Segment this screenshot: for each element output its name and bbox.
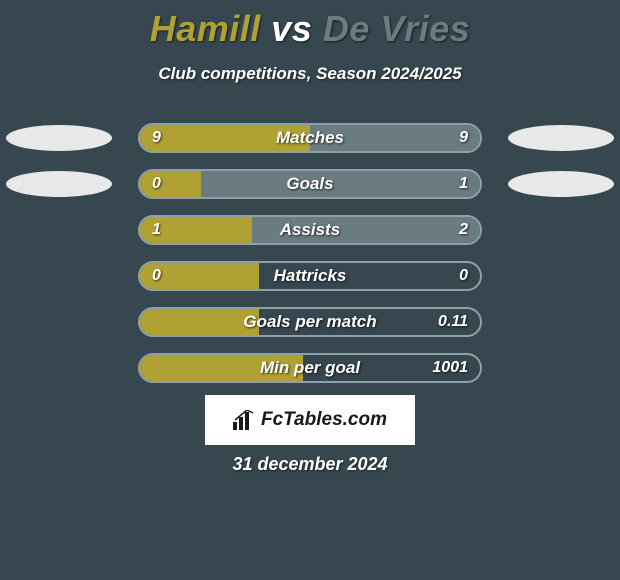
logo-text: FcTables.com bbox=[261, 409, 387, 431]
stat-bar: Goals per match0.11 bbox=[138, 307, 482, 337]
stat-value-right: 0.11 bbox=[438, 309, 468, 335]
fill-player1 bbox=[140, 125, 310, 151]
stat-row: Goals per match0.11 bbox=[0, 307, 620, 337]
fill-player1 bbox=[140, 171, 201, 197]
fill-player1 bbox=[140, 355, 303, 381]
stat-bar: Goals01 bbox=[138, 169, 482, 199]
fill-player2 bbox=[252, 217, 480, 243]
stat-bar: Matches99 bbox=[138, 123, 482, 153]
fill-player2 bbox=[310, 125, 480, 151]
stat-bar: Hattricks00 bbox=[138, 261, 482, 291]
fill-player1 bbox=[140, 263, 259, 289]
comparison-title: Hamill vs De Vries bbox=[0, 0, 620, 50]
subtitle: Club competitions, Season 2024/2025 bbox=[0, 64, 620, 84]
date-text: 31 december 2024 bbox=[0, 454, 620, 475]
stat-bar: Min per goal1001 bbox=[138, 353, 482, 383]
stat-row: Hattricks00 bbox=[0, 261, 620, 291]
player2-name: De Vries bbox=[323, 8, 470, 49]
fill-player1 bbox=[140, 309, 259, 335]
stat-value-right: 0 bbox=[459, 263, 468, 289]
fill-player1 bbox=[140, 217, 252, 243]
stat-value-right: 1001 bbox=[432, 355, 468, 381]
stat-row: Min per goal1001 bbox=[0, 353, 620, 383]
chart-icon bbox=[233, 410, 255, 430]
player1-name: Hamill bbox=[150, 8, 261, 49]
stat-bar: Assists12 bbox=[138, 215, 482, 245]
stat-row: Matches99 bbox=[0, 123, 620, 153]
stat-row: Goals01 bbox=[0, 169, 620, 199]
player1-badge bbox=[6, 171, 112, 197]
player2-badge bbox=[508, 125, 614, 151]
vs-text: vs bbox=[271, 8, 312, 49]
player1-badge bbox=[6, 125, 112, 151]
logo-box: FcTables.com bbox=[205, 395, 415, 445]
player2-badge bbox=[508, 171, 614, 197]
stat-row: Assists12 bbox=[0, 215, 620, 245]
fill-player2 bbox=[201, 171, 480, 197]
